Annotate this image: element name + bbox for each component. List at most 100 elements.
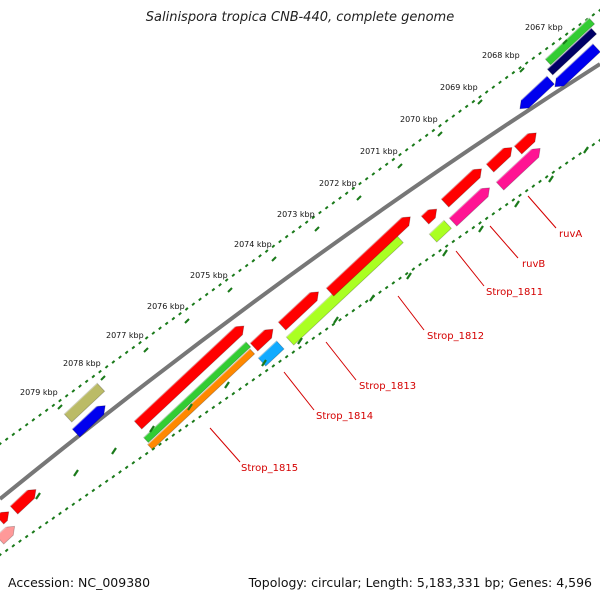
callout-line (283, 371, 315, 411)
outer-minor-tick (284, 234, 289, 239)
inner-minor-tick (31, 530, 36, 534)
gene-red-long-1 (325, 216, 411, 297)
inner-minor-tick (271, 364, 276, 368)
inner-minor-tick (351, 308, 356, 313)
gene-strop1815-block-highlight (147, 348, 251, 445)
inner-minor-tick (491, 211, 496, 216)
gene-ruvA-block (495, 147, 541, 191)
gene-red-long-1-highlight (325, 212, 408, 289)
inner-minor-tick (304, 341, 309, 345)
gene-green-top-highlight (544, 17, 590, 60)
outer-minor-tick (218, 283, 222, 287)
inner-minor-tick (298, 345, 302, 350)
gene-blue-2-highlight (520, 75, 548, 101)
outer-major-tick (519, 67, 525, 73)
backbone-line (0, 62, 600, 501)
outer-minor-tick (484, 90, 489, 94)
outer-minor-tick (511, 70, 516, 75)
inner-minor-tick (338, 317, 342, 322)
outer-minor-tick (24, 422, 29, 427)
inner-minor-tick (478, 221, 482, 225)
inner-major-tick (442, 249, 448, 257)
outer-minor-tick (304, 220, 309, 225)
inner-minor-tick (218, 400, 222, 405)
inner-minor-tick (524, 188, 529, 193)
outer-major-tick (562, 39, 568, 45)
inner-minor-tick (124, 465, 129, 470)
outer-major-tick (100, 375, 106, 381)
tick-label: 2070 kbp (400, 115, 438, 124)
outer-minor-tick (98, 369, 102, 374)
gene-red-left (9, 489, 37, 515)
callout-line (209, 427, 241, 463)
outer-minor-tick (204, 292, 209, 297)
outer-minor-tick (231, 273, 236, 278)
outer-minor-tick (504, 75, 509, 80)
gene-red-3 (440, 168, 482, 208)
inner-minor-tick (391, 281, 396, 285)
outer-minor-tick (391, 157, 396, 162)
inner-minor-tick (198, 414, 202, 419)
inner-minor-tick (344, 313, 349, 318)
tick-labels: 2067 kbp 2068 kbp 2069 kbp 2070 kbp 2071 kbp… (20, 23, 568, 410)
outer-minor-tick (418, 138, 422, 143)
inner-major-tick (369, 294, 375, 302)
outer-minor-tick (71, 389, 76, 393)
tick-label: 2078 kbp (63, 359, 101, 368)
gene-strop1811-block-highlight (428, 219, 445, 235)
gene-red-long-2 (133, 325, 245, 430)
inner-minor-tick (291, 350, 296, 354)
outer-major-tick (437, 131, 443, 137)
inner-minor-tick (404, 271, 409, 276)
outer-minor-tick (371, 172, 376, 176)
inner-major-tick (478, 225, 484, 233)
outer-minor-tick (171, 316, 176, 321)
outer-minor-tick (364, 176, 369, 181)
inner-minor-tick (184, 424, 189, 428)
inner-major-tick (333, 316, 339, 324)
outer-minor-tick (198, 297, 202, 302)
outer-major-tick (184, 318, 190, 324)
outer-minor-tick (18, 427, 22, 432)
gene-label-strop_1814: Strop_1814 (316, 411, 373, 422)
outer-minor-tick (224, 278, 229, 282)
tick-label: 2073 kbp (277, 210, 315, 219)
inner-minor-tick (131, 460, 136, 465)
outer-minor-tick (351, 186, 356, 191)
outer-minor-tick (251, 258, 256, 263)
inner-minor-tick (264, 368, 269, 373)
outer-minor-tick (158, 326, 162, 331)
outer-minor-tick (578, 22, 582, 27)
inner-minor-tick (84, 493, 89, 497)
tick-label: 2071 kbp (360, 147, 398, 156)
callout-line (455, 250, 485, 287)
outer-minor-tick (424, 133, 429, 138)
gene-callouts: ruvA ruvB Strop_1811 Strop_1812 Strop_1813 St… (209, 195, 582, 474)
gene-strop1814-block-highlight (257, 340, 278, 359)
tick-label: 2072 kbp (319, 179, 357, 188)
outer-minor-tick (291, 229, 296, 234)
inner-minor-tick (484, 216, 489, 221)
inner-major-tick (149, 425, 155, 433)
inner-minor-tick (224, 396, 229, 401)
outer-minor-tick (111, 360, 116, 364)
inner-minor-tick (4, 548, 9, 553)
inner-minor-tick (444, 244, 449, 248)
inner-minor-tick (284, 354, 289, 359)
gene-green-top (544, 17, 596, 66)
inner-minor-tick (58, 511, 62, 516)
outer-minor-tick (431, 128, 436, 133)
gene-label-strop_1815: Strop_1815 (241, 463, 298, 474)
inner-major-tick (35, 492, 41, 500)
inner-minor-tick (598, 138, 600, 142)
tick-label: 2068 kbp (482, 51, 520, 60)
outer-minor-tick (531, 56, 536, 61)
inner-minor-tick (511, 198, 516, 202)
outer-minor-tick (378, 167, 382, 171)
outer-minor-tick (164, 321, 169, 326)
gene-red-1-highlight (485, 142, 509, 165)
inner-minor-tick (158, 442, 162, 447)
tick-label: 2067 kbp (525, 23, 563, 32)
gene-red-edge (0, 511, 10, 525)
tick-label: 2077 kbp (106, 331, 144, 340)
